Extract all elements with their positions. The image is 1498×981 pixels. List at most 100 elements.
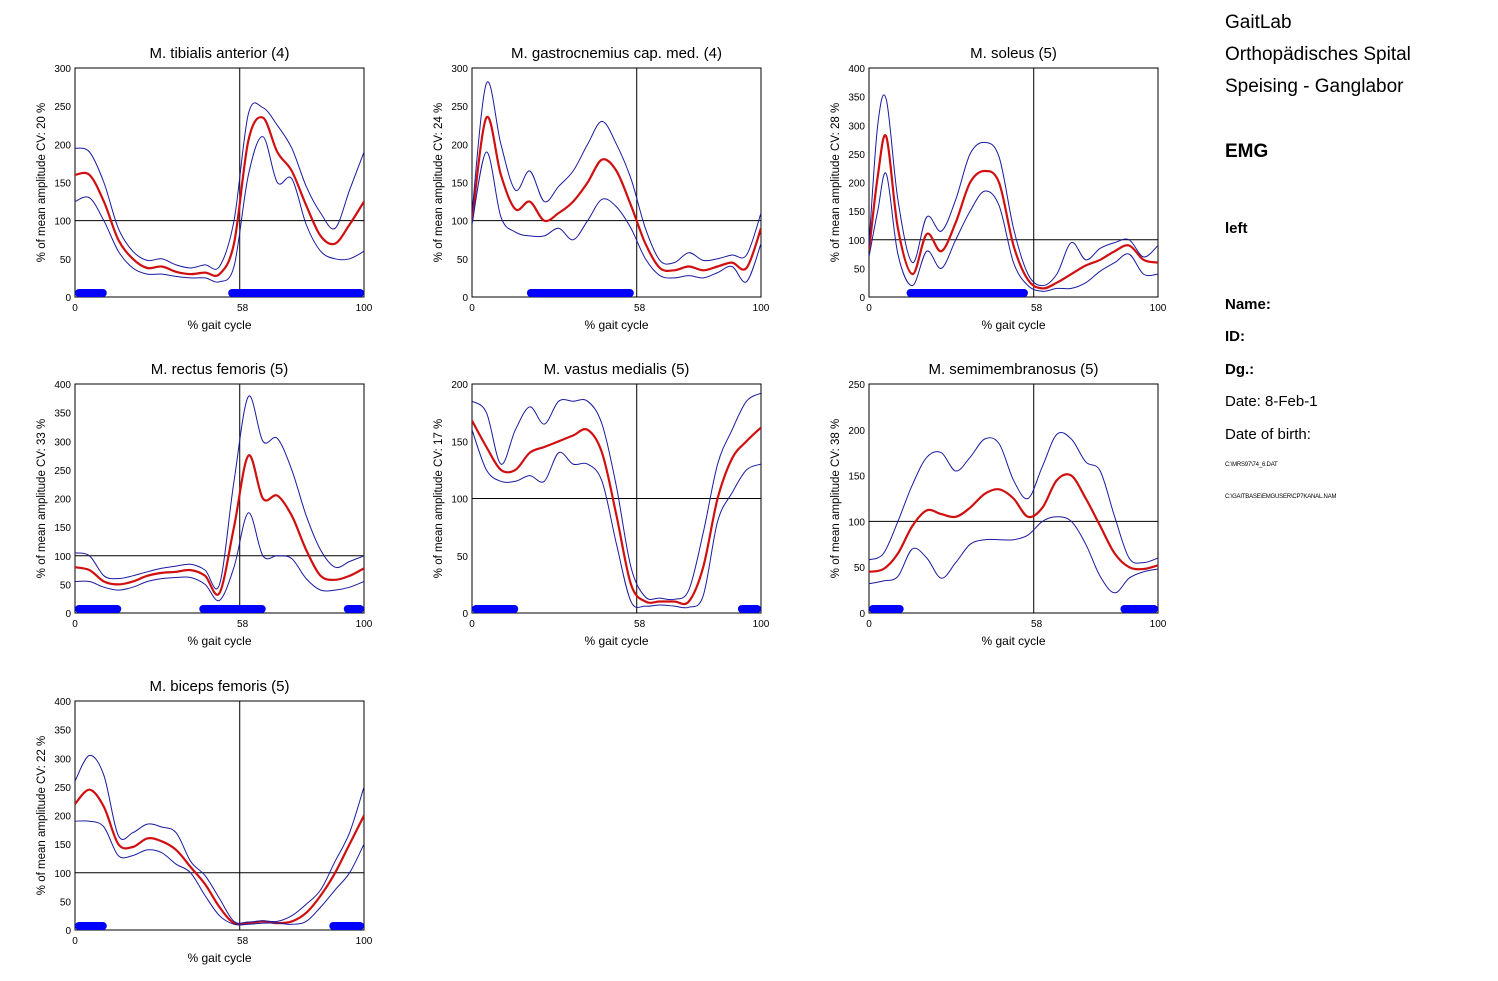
upper-band-line <box>869 94 1158 287</box>
plot-frame <box>74 383 365 614</box>
y-tick-label: 50 <box>457 552 469 563</box>
x-tick-label: 58 <box>634 303 646 314</box>
upper-band-line <box>869 432 1158 564</box>
x-tick-label: 100 <box>1150 303 1167 314</box>
y-tick-label: 50 <box>854 264 866 275</box>
plot-frame <box>74 67 365 298</box>
chart-title: M. semimembranosus (5) <box>928 361 1098 378</box>
diagnosis-label: Dg.: <box>1225 361 1255 378</box>
x-tick-label: 100 <box>356 619 373 630</box>
x-tick-label: 100 <box>356 303 373 314</box>
institution-name: Orthopädisches Spital <box>1225 44 1411 65</box>
y-tick-label: 400 <box>848 64 865 75</box>
plot-frame <box>868 67 1159 298</box>
mean-line <box>869 473 1158 573</box>
y-tick-label: 150 <box>848 207 865 218</box>
channel-file-path: C:\GAITBASE\EMGUSER\CP7KANAL.NAM <box>1225 494 1337 500</box>
chart-title: M. soleus (5) <box>970 45 1057 62</box>
x-tick-label: 100 <box>753 303 770 314</box>
date-of-birth-label: Date of birth: <box>1225 426 1311 443</box>
x-tick-label: 58 <box>237 303 249 314</box>
chart-title: M. tibialis anterior (4) <box>149 45 289 62</box>
x-axis-label: % gait cycle <box>981 634 1045 648</box>
activity-bar <box>343 605 364 613</box>
mean-line <box>75 116 364 277</box>
y-tick-label: 250 <box>451 102 468 113</box>
y-axis-label: % of mean amplitude CV: 17 % <box>433 419 445 578</box>
y-tick-label: 100 <box>54 869 71 880</box>
activity-bar <box>228 289 364 297</box>
x-tick-label: 0 <box>866 303 872 314</box>
activity-bar <box>75 289 107 297</box>
upper-band-line <box>472 392 761 601</box>
emg-chart-panel: M. soleus (5) % gait cycle % of mean ampli… <box>830 45 1167 332</box>
y-tick-label: 200 <box>54 495 71 506</box>
y-tick-label: 400 <box>54 697 71 708</box>
y-tick-label: 0 <box>859 293 865 304</box>
y-tick-label: 150 <box>451 437 468 448</box>
chart-title: M. gastrocnemius cap. med. (4) <box>511 45 722 62</box>
emg-chart-panel: M. tibialis anterior (4) % gait cycle % of… <box>36 45 373 332</box>
upper-band-line <box>75 754 364 924</box>
y-tick-label: 0 <box>859 609 865 620</box>
y-tick-label: 50 <box>60 897 72 908</box>
lower-band-line <box>472 151 761 283</box>
y-tick-label: 50 <box>60 255 72 266</box>
lower-band-line <box>75 512 364 602</box>
y-tick-label: 100 <box>848 236 865 247</box>
chart-title: M. rectus femoris (5) <box>151 361 289 378</box>
x-tick-label: 0 <box>469 303 475 314</box>
emg-chart-panel: M. semimembranosus (5) % gait cycle % of m… <box>830 361 1167 648</box>
emg-chart-panel: M. rectus femoris (5) % gait cycle % of me… <box>36 361 373 648</box>
x-tick-label: 58 <box>237 619 249 630</box>
x-axis-label: % gait cycle <box>187 951 251 965</box>
x-tick-label: 100 <box>1150 619 1167 630</box>
upper-band-line <box>75 102 364 270</box>
data-file-path: C:\MRS97\74_6.DAT <box>1225 462 1278 468</box>
emg-chart-panel: M. vastus medialis (5) % gait cycle % of m… <box>433 361 770 648</box>
name-label: Name: <box>1225 296 1271 313</box>
y-tick-label: 250 <box>848 150 865 161</box>
y-tick-label: 100 <box>54 217 71 228</box>
x-axis-label: % gait cycle <box>584 634 648 648</box>
y-tick-label: 200 <box>451 140 468 151</box>
activity-bar <box>737 605 761 613</box>
x-tick-label: 58 <box>1031 619 1043 630</box>
plot-frame <box>74 700 365 931</box>
department-name: Speising - Ganglabor <box>1225 76 1404 97</box>
y-tick-label: 0 <box>65 293 71 304</box>
y-tick-label: 350 <box>54 726 71 737</box>
y-axis-label: % of mean amplitude CV: 24 % <box>433 103 445 262</box>
y-tick-label: 350 <box>54 409 71 420</box>
emg-chart-panel: M. gastrocnemius cap. med. (4) % gait cyc… <box>433 45 770 332</box>
x-axis-label: % gait cycle <box>187 318 251 332</box>
y-tick-label: 300 <box>451 64 468 75</box>
y-tick-label: 100 <box>451 495 468 506</box>
activity-bar <box>329 922 364 930</box>
activity-bar <box>869 605 904 613</box>
emg-chart-panel: M. biceps femoris (5) % gait cycle % of me… <box>36 678 373 965</box>
x-tick-label: 0 <box>469 619 475 630</box>
activity-bar <box>906 289 1028 297</box>
x-tick-label: 0 <box>72 936 78 947</box>
y-tick-label: 250 <box>54 102 71 113</box>
y-tick-label: 100 <box>848 517 865 528</box>
y-axis-label: % of mean amplitude CV: 33 % <box>36 419 48 578</box>
y-tick-label: 0 <box>65 609 71 620</box>
y-tick-label: 300 <box>54 64 71 75</box>
date-label: Date: 8-Feb-1 <box>1225 393 1318 410</box>
side-label: left <box>1225 220 1248 237</box>
y-axis-label: % of mean amplitude CV: 20 % <box>36 103 48 262</box>
plot-frame <box>471 67 762 298</box>
activity-bar <box>75 922 107 930</box>
y-tick-label: 0 <box>462 609 468 620</box>
y-tick-label: 100 <box>54 552 71 563</box>
y-tick-label: 150 <box>54 523 71 534</box>
x-tick-label: 58 <box>634 619 646 630</box>
lab-name: GaitLab <box>1225 12 1292 33</box>
chart-title: M. biceps femoris (5) <box>149 678 289 695</box>
activity-bar <box>1120 605 1158 613</box>
y-tick-label: 200 <box>848 179 865 190</box>
activity-bar <box>199 605 266 613</box>
mean-line <box>472 420 761 606</box>
